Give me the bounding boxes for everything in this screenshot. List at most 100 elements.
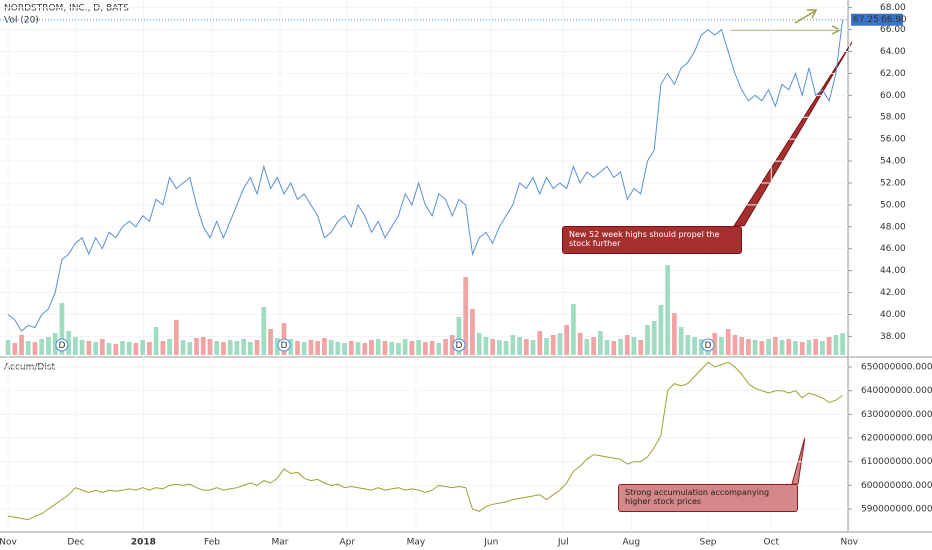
volume-bar (786, 339, 792, 355)
x-tick-label: Feb (204, 538, 220, 548)
volume-bar (227, 340, 233, 355)
volume-bar (315, 341, 321, 355)
volume-bar (557, 333, 563, 355)
volume-bar (382, 341, 388, 355)
volume-bar (133, 343, 139, 355)
volume-bar (719, 337, 724, 355)
x-tick-label: May (407, 538, 426, 548)
volume-bar (833, 335, 839, 355)
volume-bar (288, 339, 294, 355)
series-line (7, 19, 844, 332)
volume-bar (624, 335, 630, 355)
volume-bar (328, 340, 334, 355)
y-tick-label: 40.00 (880, 310, 906, 320)
y-tick-label: 64.00 (880, 47, 906, 57)
volume-bar (725, 329, 731, 355)
volume-bar (820, 341, 825, 355)
volume-bar (221, 342, 226, 355)
volume-bar (25, 341, 31, 355)
volume-bar (597, 331, 603, 355)
volume-bar (120, 341, 125, 355)
volume-bar (207, 339, 213, 355)
volume-bar (685, 335, 691, 355)
volume-bar (308, 340, 314, 355)
y-tick-label: 48.00 (880, 222, 906, 232)
y-tick-label: 66.00 (880, 25, 906, 35)
volume-bar (19, 335, 24, 355)
volume-bar (73, 337, 78, 355)
volume-bar (389, 342, 395, 355)
volume-title: Vol (20) (4, 16, 39, 26)
volume-bar (342, 343, 347, 355)
volume-bar (173, 320, 179, 355)
volume-bar (746, 339, 751, 355)
volume-bar (449, 335, 455, 355)
volume-bar (550, 335, 556, 355)
y-tick-label: 46.00 (880, 244, 906, 254)
volume-bar (422, 342, 428, 355)
volume-bar (826, 337, 832, 355)
volume-bar (79, 340, 85, 355)
volume-bar (416, 340, 421, 355)
volume-bar (523, 339, 529, 355)
volume-bar (678, 327, 684, 355)
dividend-marker (452, 338, 466, 352)
volume-bar (348, 341, 354, 355)
volume-bar (759, 341, 765, 355)
volume-bar (591, 337, 596, 355)
y-tick-label: 610000000.0000 (861, 457, 932, 467)
volume-bar (692, 337, 697, 355)
y-tick-label: 590000000.0000 (861, 505, 932, 515)
volume-bar (658, 305, 664, 355)
y-tick-label: 640000000.0000 (861, 386, 932, 396)
volume-bar (503, 341, 509, 355)
volume-bar (712, 333, 718, 355)
x-tick-label: Oct (763, 538, 779, 548)
volume-bar (604, 340, 610, 355)
dividend-marker (277, 338, 291, 352)
dividend-marker (701, 338, 715, 352)
volume-bar (32, 342, 38, 355)
volume-bar (295, 341, 300, 355)
y-tick-label: 600000000.0000 (861, 481, 932, 491)
y-tick-label: 650000000.0000 (861, 362, 932, 372)
volume-bar (396, 343, 401, 355)
y-tick-label: 38.00 (880, 332, 906, 342)
volume-bar (248, 342, 253, 355)
volume-bar (611, 341, 617, 355)
volume-bar (409, 341, 415, 355)
volume-bar (355, 342, 361, 355)
dividend-label: D (58, 341, 65, 351)
volume-bar (93, 342, 98, 355)
volume-bar (194, 338, 199, 355)
volume-bar (840, 333, 845, 355)
volume-bar (241, 339, 246, 355)
volume-bar (530, 340, 536, 355)
dividend-marker (55, 338, 69, 352)
volume-bar (463, 277, 469, 355)
volume-bar (483, 337, 489, 355)
arrow-head (807, 9, 818, 19)
volume-bar (140, 340, 146, 355)
volume-bar (160, 341, 166, 355)
volume-bar (732, 335, 738, 355)
volume-bar (772, 337, 778, 355)
arrow (794, 10, 816, 24)
series-line (8, 361, 843, 521)
volume-bar (806, 340, 812, 355)
dividend-label: D (705, 341, 712, 351)
dividend-label: D (456, 341, 463, 351)
volume-bar (813, 339, 819, 355)
x-tick-label: 2018 (131, 538, 156, 548)
volume-bar (274, 338, 280, 355)
volume-bar (698, 339, 704, 355)
volume-bar (584, 339, 590, 355)
volume-bar (443, 339, 448, 355)
x-tick-label: Mar (271, 538, 288, 548)
volume-bar (375, 339, 381, 355)
x-tick-label: Jun (483, 538, 498, 548)
y-tick-label: 62.00 (880, 69, 906, 79)
y-tick-label: 56.00 (880, 135, 906, 145)
